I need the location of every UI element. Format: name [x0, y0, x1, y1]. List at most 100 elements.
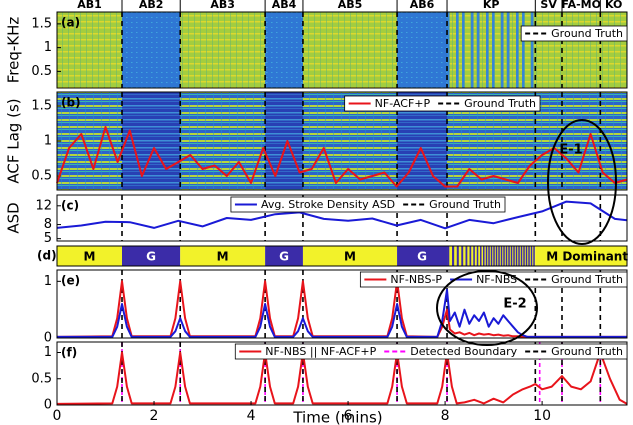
segment-stripe	[513, 246, 515, 266]
segment-stripe	[503, 246, 505, 266]
legend-label: Ground Truth	[551, 27, 623, 40]
legend-label: NF-NBS-P	[390, 273, 442, 286]
section-label: AB3	[210, 0, 235, 11]
legend: Ground Truth	[520, 25, 628, 42]
segment-stripe	[525, 246, 528, 266]
segment	[302, 246, 398, 266]
panel-label: (a)	[61, 16, 80, 30]
spectrogram-region	[122, 12, 181, 88]
legend: NF-NBS || NF-ACF+P Detected Boundary Groun…	[234, 343, 628, 360]
segment-stripe	[530, 246, 533, 266]
x-tick-label: 2	[150, 408, 159, 424]
segment-stripe	[495, 246, 498, 266]
spectrogram-stripe	[462, 12, 465, 88]
segment-stripe	[493, 246, 495, 266]
y-tick-label: 0	[44, 398, 52, 413]
panel-frame	[56, 11, 628, 89]
y-axis-label: ASD	[5, 202, 23, 233]
segment	[265, 246, 303, 266]
panel-frame	[56, 194, 628, 242]
segment-stripe	[523, 246, 525, 266]
section-label: KP	[483, 0, 500, 11]
legend-box	[520, 25, 628, 42]
section-label: AB4	[272, 0, 297, 11]
segment-stripe	[520, 246, 523, 266]
segment-stripe	[518, 246, 520, 266]
spectrogram-region	[265, 12, 303, 88]
segment-stripe	[476, 246, 479, 266]
legend-label: NF-ACF+P	[375, 97, 431, 110]
y-tick-label: 8	[44, 217, 52, 232]
legend-label: Avg. Stroke Density ASD	[261, 198, 395, 211]
panel-label: (d)	[37, 249, 57, 263]
segment-stripe	[528, 246, 530, 266]
segment-label: M	[344, 250, 356, 264]
segment-stripe	[452, 246, 455, 266]
segment-label: G	[279, 250, 289, 264]
y-tick-label: 1	[44, 345, 52, 360]
segment-label: M	[84, 250, 96, 264]
segment-stripe	[473, 246, 475, 266]
legend-label: NF-NBS	[476, 273, 517, 286]
legend: Avg. Stroke Density ASD Ground Truth	[230, 196, 506, 213]
x-axis-label: Time (mins)	[292, 409, 382, 425]
y-axis-label: ACF Lag (s)	[5, 98, 23, 183]
legend-label: Ground Truth	[429, 198, 501, 211]
segment-stripe	[488, 246, 490, 266]
section-label: SV	[540, 0, 557, 11]
annotation: E-1	[559, 143, 582, 158]
legend-box	[230, 196, 506, 213]
legend: NF-ACF+P Ground Truth	[344, 95, 541, 112]
segment	[122, 246, 181, 266]
spectrogram-stripe	[531, 12, 534, 88]
y-tick-label: 0.5	[31, 371, 52, 386]
panel-frame	[56, 245, 628, 267]
y-tick-label: 1	[44, 40, 52, 55]
segment-label: M	[217, 250, 229, 264]
spectrogram-stripe	[492, 12, 495, 88]
spectrogram-region	[397, 12, 448, 88]
segment-stripe	[485, 246, 488, 266]
segment-stripe	[483, 246, 485, 266]
legend-label: Detected Boundary	[410, 345, 517, 358]
spectrogram-stripe	[456, 12, 459, 88]
series-line	[56, 200, 628, 230]
panel-frame	[56, 341, 628, 406]
y-tick-label: 0.5	[31, 64, 52, 79]
section-label: KO	[605, 0, 622, 11]
segment-label: G	[417, 250, 427, 264]
x-tick-label: 0	[53, 408, 62, 424]
panel-label: (f)	[61, 346, 77, 360]
y-tick-label: 1.5	[31, 99, 52, 114]
y-tick-label: 0	[44, 331, 52, 346]
segment-stripe	[510, 246, 513, 266]
section-label: FA-MO	[561, 0, 601, 11]
acf-heatmap-region	[122, 92, 181, 190]
acf-heatmap-region	[265, 92, 303, 190]
section-label: AB6	[410, 0, 435, 11]
spectrogram-stripe	[471, 12, 474, 88]
x-tick-label: 10	[533, 408, 551, 424]
legend-label: Ground Truth	[551, 345, 623, 358]
legend-label: NF-NBS || NF-ACF+P	[265, 345, 376, 358]
y-tick-label: 5	[44, 231, 52, 246]
y-tick-label: 0.5	[31, 169, 52, 184]
segment-stripe	[461, 246, 464, 266]
segment-stripe	[508, 246, 510, 266]
segment-stripe	[515, 246, 518, 266]
section-label: AB2	[139, 0, 164, 11]
spectrogram-stripe	[507, 12, 510, 88]
panel-label: (c)	[61, 199, 79, 213]
spectrogram-stripe	[477, 12, 480, 88]
annotation-ellipse	[436, 270, 538, 346]
annotation-ellipse	[547, 119, 617, 245]
segment-label: M Dominant	[546, 250, 628, 264]
panel-label: (e)	[61, 274, 80, 288]
segment	[57, 246, 123, 266]
y-axis-label: Freq-KHz	[5, 17, 23, 84]
spectrogram-stripe	[522, 12, 525, 88]
spectrogram-stripe	[516, 12, 519, 88]
series-line	[56, 126, 628, 188]
